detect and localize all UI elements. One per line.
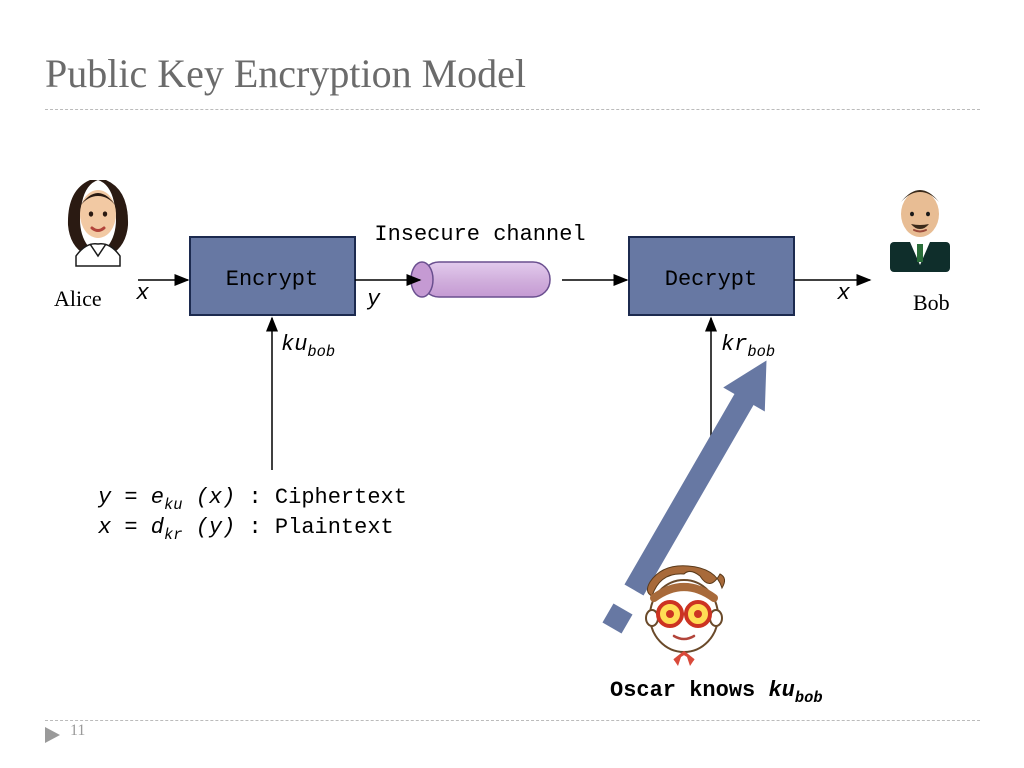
channel-title: Insecure channel: [374, 222, 585, 247]
y-mid-label: y: [366, 287, 381, 312]
channel-cylinder: [411, 262, 550, 297]
page-number-bullet-icon: [45, 727, 60, 743]
alice-avatar: [68, 180, 128, 266]
equation-line-2: x = dkr (y) : Plaintext: [97, 515, 394, 544]
diagram-canvas: Encrypt Decrypt Insecure channel x y x A…: [0, 0, 1024, 768]
bob-label: Bob: [913, 290, 950, 315]
decrypt-label: Decrypt: [665, 267, 757, 292]
oscar-avatar: [646, 566, 725, 666]
alice-label: Alice: [54, 286, 102, 311]
encrypt-label: Encrypt: [226, 267, 318, 292]
x-left-label: x: [135, 281, 150, 306]
ku-bob-label: kubob: [281, 332, 335, 361]
kr-bob-label: krbob: [721, 332, 775, 361]
page-number: 11: [70, 722, 85, 740]
oscar-label: Oscar knows kubob: [610, 678, 823, 707]
bob-avatar: [890, 190, 950, 272]
equation-line-1: y = eku (x) : Ciphertext: [97, 485, 407, 514]
x-right-label: x: [836, 281, 851, 306]
